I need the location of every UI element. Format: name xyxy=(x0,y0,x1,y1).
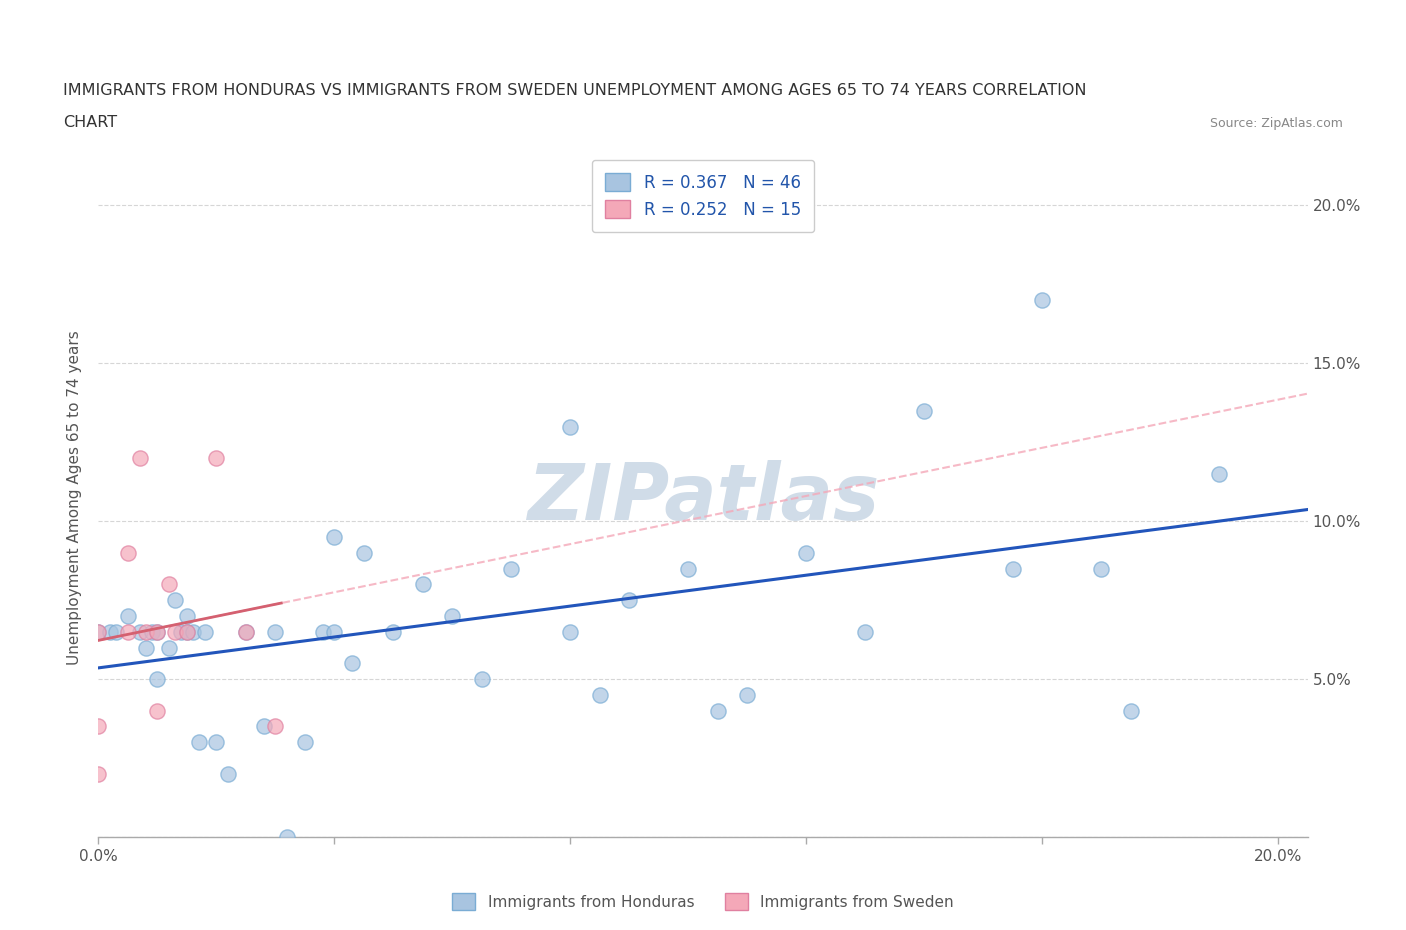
Point xyxy=(794,545,817,560)
Point xyxy=(1031,293,1053,308)
Point xyxy=(217,766,239,781)
Point xyxy=(117,608,139,623)
Point xyxy=(264,719,287,734)
Point xyxy=(412,577,434,591)
Point xyxy=(382,624,405,639)
Point xyxy=(176,624,198,639)
Point xyxy=(276,830,298,844)
Point xyxy=(117,545,139,560)
Point xyxy=(146,624,169,639)
Point xyxy=(87,766,110,781)
Point xyxy=(294,735,316,750)
Point xyxy=(176,624,198,639)
Point xyxy=(87,624,110,639)
Point xyxy=(135,624,157,639)
Point xyxy=(264,624,287,639)
Point xyxy=(87,719,110,734)
Point xyxy=(311,624,333,639)
Point xyxy=(560,624,582,639)
Point xyxy=(135,640,157,655)
Point xyxy=(157,577,180,591)
Point xyxy=(117,624,139,639)
Point xyxy=(146,624,169,639)
Point xyxy=(235,624,257,639)
Point xyxy=(146,703,169,718)
Point xyxy=(441,608,464,623)
Point xyxy=(205,735,228,750)
Legend: R = 0.367   N = 46, R = 0.252   N = 15: R = 0.367 N = 46, R = 0.252 N = 15 xyxy=(592,160,814,232)
Point xyxy=(165,624,187,639)
Point xyxy=(471,671,494,686)
Point xyxy=(165,592,187,607)
Point xyxy=(706,703,728,718)
Point xyxy=(194,624,217,639)
Point xyxy=(181,624,204,639)
Point xyxy=(853,624,876,639)
Point xyxy=(1090,561,1112,576)
Point xyxy=(353,545,375,560)
Legend: Immigrants from Honduras, Immigrants from Sweden: Immigrants from Honduras, Immigrants fro… xyxy=(444,885,962,918)
Point xyxy=(323,624,346,639)
Point xyxy=(235,624,257,639)
Point xyxy=(735,687,758,702)
Point xyxy=(678,561,700,576)
Point xyxy=(340,656,363,671)
Point xyxy=(187,735,209,750)
Text: ZIPatlas: ZIPatlas xyxy=(527,459,879,536)
Point xyxy=(912,404,935,418)
Point xyxy=(323,529,346,544)
Point xyxy=(128,624,150,639)
Text: CHART: CHART xyxy=(63,115,117,130)
Point xyxy=(146,671,169,686)
Point xyxy=(1208,467,1230,482)
Point xyxy=(252,719,274,734)
Point xyxy=(501,561,523,576)
Point xyxy=(157,640,180,655)
Point xyxy=(105,624,128,639)
Point xyxy=(1001,561,1024,576)
Point xyxy=(98,624,121,639)
Point xyxy=(128,451,150,466)
Point xyxy=(170,624,193,639)
Text: IMMIGRANTS FROM HONDURAS VS IMMIGRANTS FROM SWEDEN UNEMPLOYMENT AMONG AGES 65 TO: IMMIGRANTS FROM HONDURAS VS IMMIGRANTS F… xyxy=(63,83,1087,98)
Point xyxy=(176,608,198,623)
Point xyxy=(589,687,612,702)
Point xyxy=(1119,703,1142,718)
Point xyxy=(205,451,228,466)
Text: Source: ZipAtlas.com: Source: ZipAtlas.com xyxy=(1209,117,1343,130)
Point xyxy=(87,624,110,639)
Y-axis label: Unemployment Among Ages 65 to 74 years: Unemployment Among Ages 65 to 74 years xyxy=(67,330,83,665)
Point xyxy=(560,419,582,434)
Point xyxy=(619,592,641,607)
Point xyxy=(141,624,163,639)
